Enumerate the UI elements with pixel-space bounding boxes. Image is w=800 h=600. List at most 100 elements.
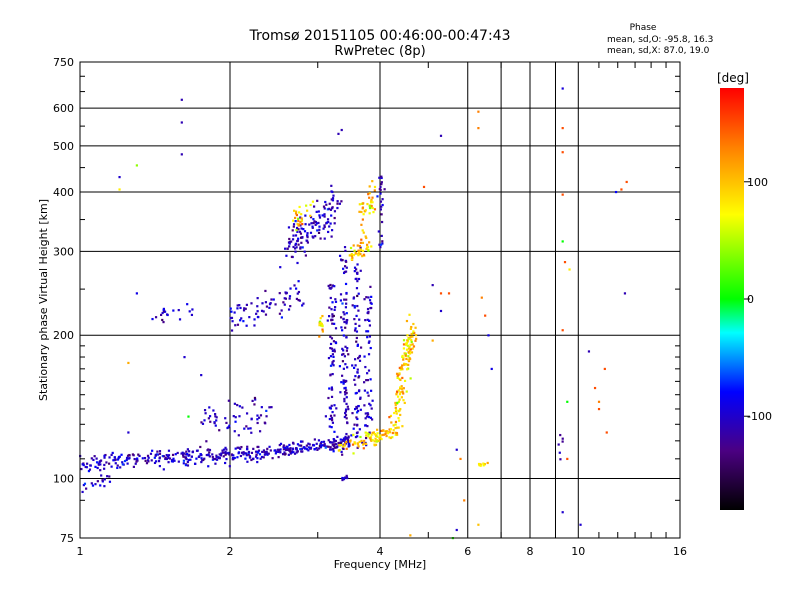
echo-point [379,200,383,203]
echo-point [297,217,300,220]
echo-point [331,318,334,321]
echo-point [147,456,150,459]
echo-point [299,232,303,235]
echo-point [275,450,278,453]
echo-point [180,98,183,101]
echo-point [155,460,158,463]
echo-point [357,357,360,360]
echo-point [297,237,300,240]
echo-point [354,392,357,395]
echo-point [368,206,372,210]
echo-point [352,244,355,247]
echo-point [245,324,248,327]
echo-point [334,439,337,443]
echo-point [244,307,247,310]
echo-point [331,284,335,287]
echo-point [136,457,139,460]
echo-point [191,450,195,453]
echo-point [373,440,376,443]
echo-point [218,453,221,456]
echo-point [345,322,348,325]
echo-point [336,206,339,210]
echo-point [410,338,413,342]
echo-point [299,247,302,250]
echo-point [324,415,328,418]
echo-point [256,414,259,417]
echo-point [406,368,409,371]
echo-point [363,404,366,407]
echo-point [341,353,344,356]
echo-point [358,203,361,206]
echo-point [298,299,301,302]
echo-point [283,297,286,300]
echo-point [407,359,410,362]
echo-point [182,462,185,465]
echo-point [358,428,361,431]
echo-point [354,383,357,386]
echo-point [319,237,322,240]
echo-point [333,404,336,407]
echo-point [359,408,362,411]
echo-point [289,450,292,453]
echo-point [366,202,369,206]
echo-point [355,314,358,318]
echo-point [409,335,413,338]
echo-point [397,426,400,429]
echo-point [207,417,210,420]
echo-point [319,446,322,449]
echo-point [368,185,371,188]
echo-point [380,176,383,180]
echo-point [597,407,601,411]
echo-point [186,448,189,451]
echo-point [190,455,193,458]
echo-point [359,241,362,244]
echo-point [183,356,186,359]
echo-point [342,379,345,382]
y-tick-label: 600 [53,102,74,115]
echo-point [354,442,357,445]
echo-point [561,240,564,243]
echo-point [579,523,582,526]
echo-point [220,452,223,455]
echo-point [299,246,302,249]
echo-point [478,464,481,467]
echo-points [79,87,628,540]
echo-point [375,434,378,437]
echo-point [362,447,365,450]
echo-point [405,319,409,323]
echo-point [328,315,331,318]
echo-point [312,218,315,221]
echo-point [186,460,189,464]
echo-point [247,427,250,430]
echo-point [403,363,406,366]
echo-point [376,435,379,438]
echo-point [361,249,365,252]
echo-point [357,254,360,257]
echo-point [331,353,334,356]
echo-point [368,299,372,302]
echo-point [151,317,154,321]
echo-point [345,320,348,323]
echo-point [327,396,330,400]
echo-point [332,340,336,343]
echo-point [367,435,370,438]
echo-point [376,440,379,443]
echo-point [266,447,269,450]
echo-point [407,351,410,354]
echo-point [329,373,332,376]
echo-point [479,463,482,466]
echo-point [156,450,159,453]
echo-point [307,446,310,449]
echo-point [268,406,271,409]
echo-point [410,332,413,336]
echo-point [215,458,219,461]
echo-point [110,465,113,468]
echo-point [144,459,147,462]
echo-point [277,449,280,452]
echo-point [354,375,357,378]
echo-point [250,431,253,434]
echo-point [81,463,84,466]
echo-point [196,449,199,452]
echo-point [294,250,297,253]
echo-point [381,433,384,437]
